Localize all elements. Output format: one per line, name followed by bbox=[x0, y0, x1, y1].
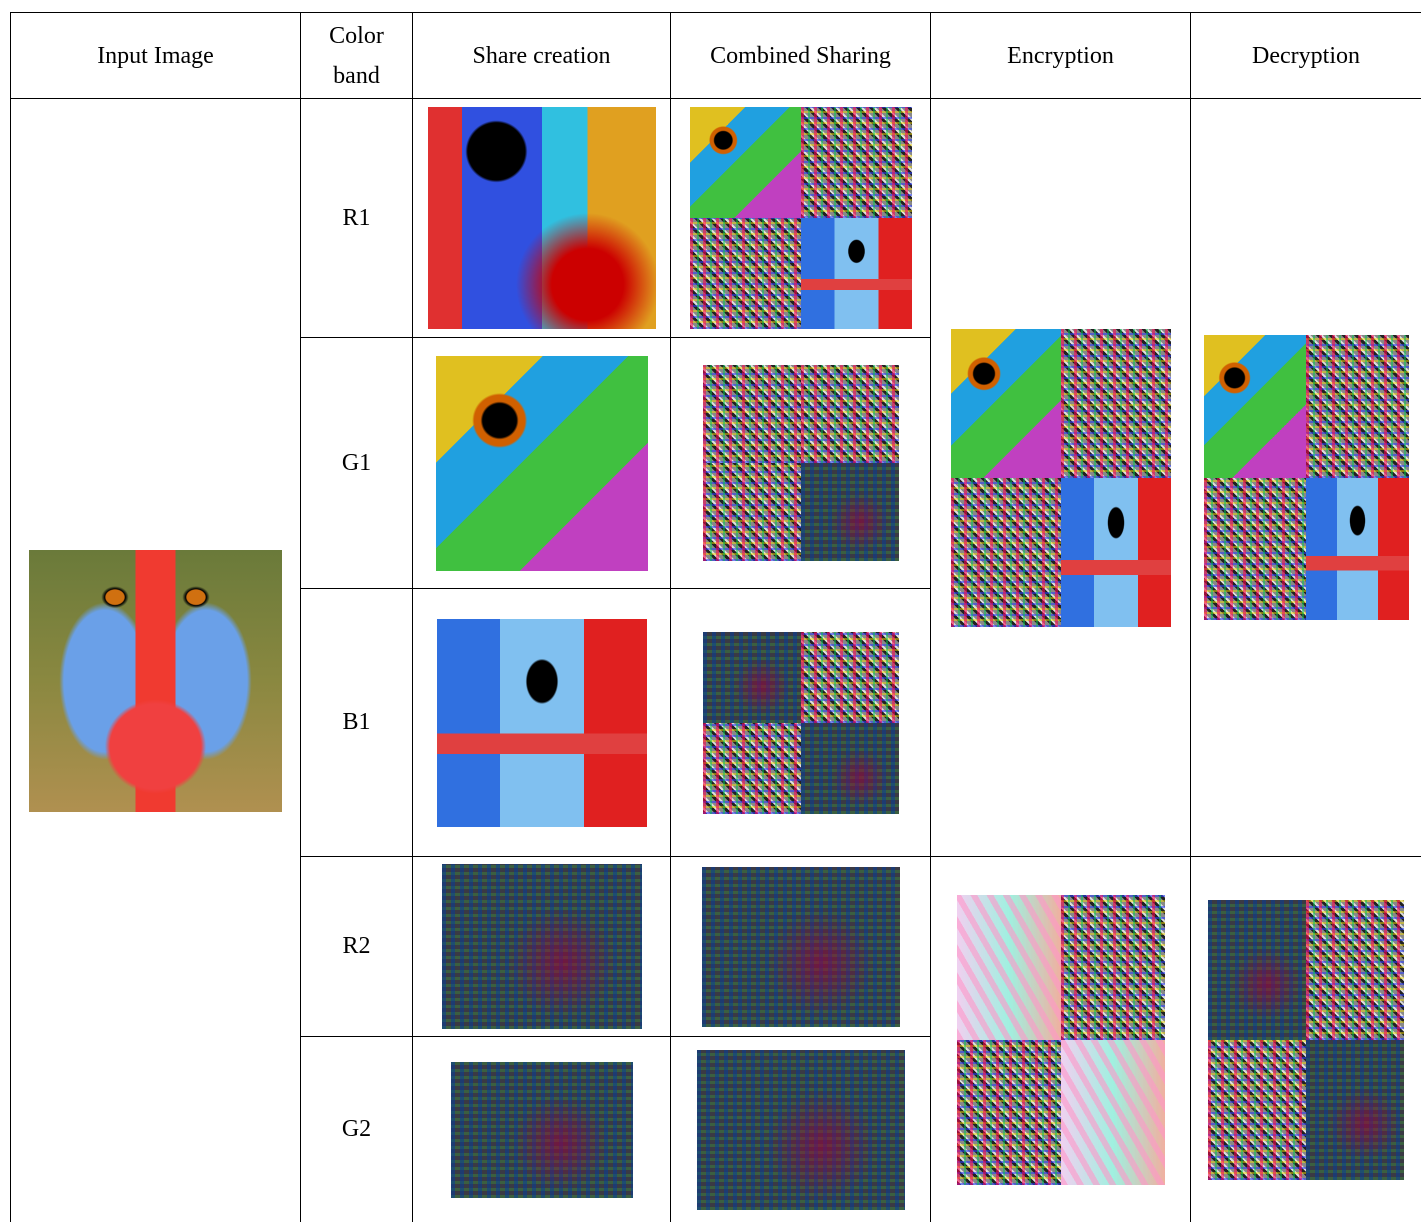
input-cell bbox=[10, 98, 301, 1222]
tile bbox=[800, 107, 912, 218]
encrypted-image bbox=[956, 894, 1165, 1185]
encryption-cell bbox=[930, 98, 1191, 857]
combined-image bbox=[702, 365, 899, 561]
row: R1 bbox=[10, 98, 1421, 1222]
tile bbox=[800, 218, 912, 329]
results-table: Input Image Color band Share creation Co… bbox=[10, 12, 1421, 1222]
share-image bbox=[436, 618, 647, 827]
row: R2 bbox=[11, 856, 1421, 1222]
tile bbox=[1306, 899, 1404, 1040]
combined-image bbox=[701, 866, 900, 1027]
encrypted-image bbox=[950, 328, 1171, 627]
tile bbox=[689, 218, 801, 329]
decrypted-image bbox=[1203, 335, 1409, 620]
header-cell: Decryption bbox=[1190, 12, 1421, 99]
row: G2 bbox=[11, 1036, 1421, 1222]
decryption-cell bbox=[1190, 856, 1421, 1222]
band-cell: R1 bbox=[300, 98, 413, 338]
tile bbox=[702, 463, 801, 561]
combined-cell bbox=[670, 856, 931, 1037]
combined-cell bbox=[670, 1036, 931, 1222]
tile bbox=[1060, 477, 1171, 627]
share-cell bbox=[412, 337, 671, 589]
share-cell bbox=[412, 856, 671, 1037]
header-cell: Combined Sharing bbox=[670, 12, 931, 99]
combined-cell bbox=[670, 588, 931, 857]
tile bbox=[1203, 335, 1306, 478]
tile bbox=[1060, 1039, 1165, 1185]
tile bbox=[1306, 477, 1409, 620]
share-cell bbox=[412, 588, 671, 857]
combined-image bbox=[702, 631, 899, 814]
tile bbox=[689, 107, 801, 218]
header-row: Input Image Color band Share creation Co… bbox=[10, 12, 1421, 99]
tile bbox=[1060, 328, 1171, 478]
tile bbox=[1203, 477, 1306, 620]
tile bbox=[1306, 1039, 1404, 1180]
tile bbox=[800, 365, 899, 463]
tile bbox=[950, 477, 1061, 627]
share-image bbox=[435, 355, 648, 571]
tile bbox=[950, 328, 1061, 478]
tile bbox=[702, 631, 801, 723]
band-cell: B1 bbox=[300, 588, 413, 857]
band-cell: R2 bbox=[300, 856, 413, 1037]
tile bbox=[800, 631, 899, 723]
share-cell bbox=[412, 1036, 671, 1222]
decrypted-image bbox=[1208, 899, 1404, 1180]
tile bbox=[1306, 335, 1409, 478]
row: B1 bbox=[11, 588, 1421, 857]
share-cell bbox=[412, 98, 671, 338]
header-cell: Encryption bbox=[930, 12, 1191, 99]
combined-image bbox=[696, 1049, 905, 1210]
share-image bbox=[441, 864, 642, 1029]
encryption-cell bbox=[930, 856, 1191, 1222]
tile bbox=[1060, 894, 1165, 1040]
header-cell: Input Image bbox=[10, 12, 301, 99]
tile bbox=[702, 722, 801, 814]
tile bbox=[1208, 1039, 1306, 1180]
band-cell: G2 bbox=[300, 1036, 413, 1222]
row: G1 bbox=[11, 337, 1421, 589]
tile bbox=[1208, 899, 1306, 1040]
header-cell: Color band bbox=[300, 12, 413, 99]
input-image bbox=[29, 549, 282, 812]
share-image bbox=[450, 1061, 633, 1198]
tile bbox=[800, 463, 899, 561]
combined-cell bbox=[670, 337, 931, 589]
tile bbox=[956, 1039, 1061, 1185]
combined-image bbox=[689, 107, 912, 329]
tile bbox=[800, 722, 899, 814]
tile bbox=[702, 365, 801, 463]
band-cell: G1 bbox=[300, 337, 413, 589]
header-cell: Share creation bbox=[412, 12, 671, 99]
decryption-cell bbox=[1190, 98, 1421, 857]
share-image bbox=[427, 107, 656, 329]
tile bbox=[956, 894, 1061, 1040]
combined-cell bbox=[670, 98, 931, 338]
